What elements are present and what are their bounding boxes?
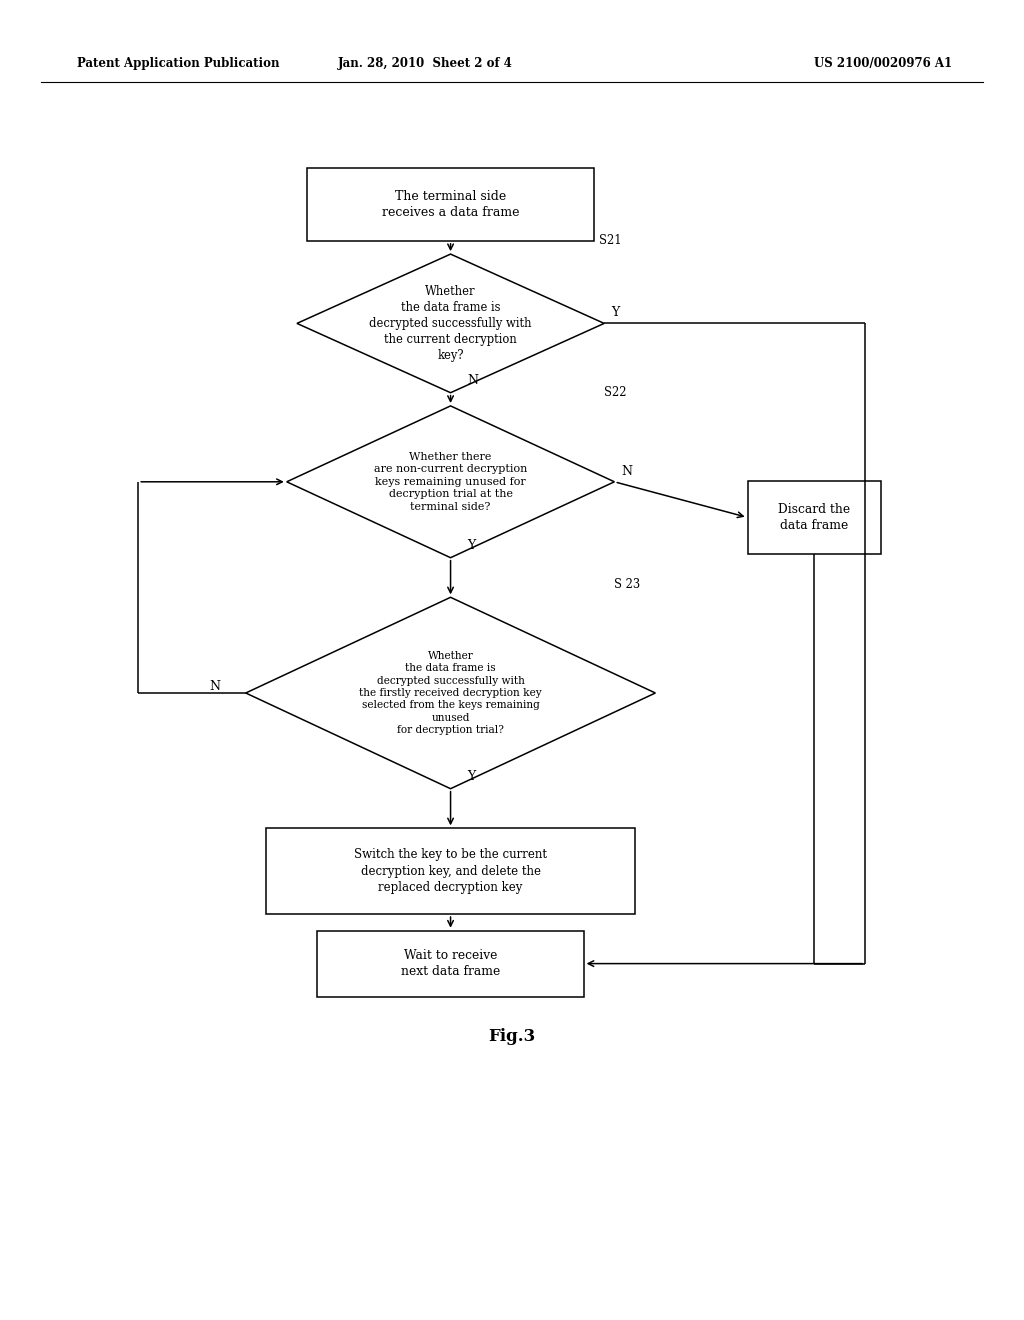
Polygon shape [297, 253, 604, 393]
Text: US 2100/0020976 A1: US 2100/0020976 A1 [814, 57, 952, 70]
Text: Whether
the data frame is
decrypted successfully with
the firstly received decry: Whether the data frame is decrypted succ… [359, 651, 542, 735]
Text: Jan. 28, 2010  Sheet 2 of 4: Jan. 28, 2010 Sheet 2 of 4 [338, 57, 512, 70]
FancyBboxPatch shape [307, 168, 594, 242]
Text: Whether there
are non-current decryption
keys remaining unused for
decryption tr: Whether there are non-current decryption… [374, 451, 527, 512]
Text: Y: Y [467, 771, 475, 784]
Text: N: N [467, 375, 478, 388]
Text: S22: S22 [604, 387, 627, 399]
Text: Patent Application Publication: Patent Application Publication [77, 57, 280, 70]
FancyBboxPatch shape [266, 829, 635, 913]
FancyBboxPatch shape [748, 480, 881, 554]
Text: The terminal side
receives a data frame: The terminal side receives a data frame [382, 190, 519, 219]
Text: Y: Y [467, 540, 475, 552]
Text: Switch the key to be the current
decryption key, and delete the
replaced decrypt: Switch the key to be the current decrypt… [354, 849, 547, 894]
Polygon shape [246, 597, 655, 789]
Polygon shape [287, 407, 614, 557]
Text: S 23: S 23 [614, 578, 641, 591]
Text: Wait to receive
next data frame: Wait to receive next data frame [401, 949, 500, 978]
Text: Whether
the data frame is
decrypted successfully with
the current decryption
key: Whether the data frame is decrypted succ… [370, 285, 531, 362]
Text: S21: S21 [599, 235, 622, 248]
Text: N: N [209, 680, 220, 693]
FancyBboxPatch shape [317, 931, 584, 997]
Text: N: N [622, 465, 633, 478]
Text: Y: Y [611, 306, 620, 319]
Text: Fig.3: Fig.3 [488, 1028, 536, 1044]
Text: Discard the
data frame: Discard the data frame [778, 503, 850, 532]
